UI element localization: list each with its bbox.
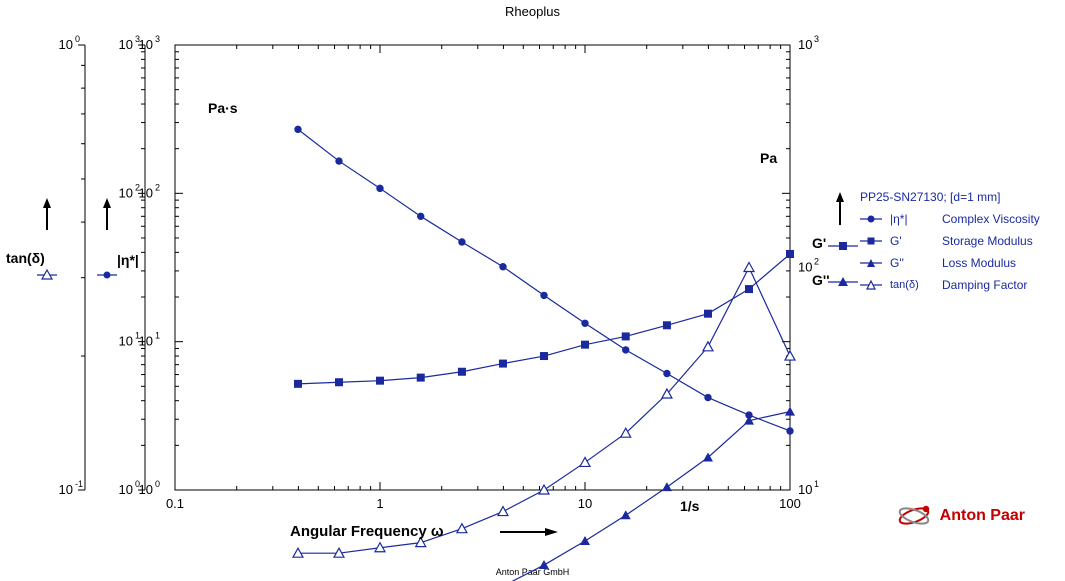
legend-marker-triangle-open-icon bbox=[860, 278, 882, 292]
svg-text:10: 10 bbox=[798, 482, 812, 497]
legend-name-g1: Storage Modulus bbox=[942, 234, 1033, 248]
axis-label-eta: |η*| bbox=[117, 252, 139, 268]
legend-name-eta: Complex Viscosity bbox=[942, 212, 1040, 226]
svg-text:3: 3 bbox=[135, 34, 140, 44]
svg-text:3: 3 bbox=[155, 34, 160, 44]
svg-text:2: 2 bbox=[814, 257, 819, 267]
svg-text:10: 10 bbox=[798, 37, 812, 52]
legend-row-g2: G'' Loss Modulus bbox=[860, 254, 1040, 272]
brand-text: Anton Paar bbox=[940, 507, 1025, 525]
axis-label-x: Angular Frequency ω bbox=[290, 523, 444, 540]
unit-pas: Pa·s bbox=[208, 100, 238, 116]
legend-marker-circle-icon bbox=[860, 212, 882, 226]
svg-text:10: 10 bbox=[119, 37, 133, 52]
legend: PP25-SN27130; [d=1 mm] |η*| Complex Visc… bbox=[860, 190, 1040, 298]
svg-text:1: 1 bbox=[814, 479, 819, 489]
legend-marker-square-icon bbox=[860, 234, 882, 248]
svg-text:100: 100 bbox=[779, 496, 801, 511]
axis-label-tan: tan(δ) bbox=[6, 250, 45, 266]
unit-pa: Pa bbox=[760, 150, 777, 166]
svg-text:2: 2 bbox=[135, 182, 140, 192]
legend-key-g2: G'' bbox=[890, 256, 934, 270]
svg-text:10: 10 bbox=[798, 260, 812, 275]
svg-text:10: 10 bbox=[59, 482, 73, 497]
axis-label-g1: G' bbox=[812, 235, 826, 251]
legend-title: PP25-SN27130; [d=1 mm] bbox=[860, 190, 1040, 204]
legend-row-eta: |η*| Complex Viscosity bbox=[860, 210, 1040, 228]
legend-row-g1: G' Storage Modulus bbox=[860, 232, 1040, 250]
svg-text:0: 0 bbox=[75, 34, 80, 44]
svg-text:3: 3 bbox=[814, 34, 819, 44]
svg-text:0: 0 bbox=[135, 479, 140, 489]
legend-key-tan: tan(δ) bbox=[890, 279, 934, 291]
legend-row-tan: tan(δ) Damping Factor bbox=[860, 276, 1040, 294]
svg-text:10: 10 bbox=[119, 334, 133, 349]
svg-text:0: 0 bbox=[155, 479, 160, 489]
legend-name-tan: Damping Factor bbox=[942, 278, 1027, 292]
legend-name-g2: Loss Modulus bbox=[942, 256, 1016, 270]
svg-text:10: 10 bbox=[119, 185, 133, 200]
svg-text:10: 10 bbox=[578, 496, 592, 511]
svg-text:10: 10 bbox=[59, 37, 73, 52]
axis-label-g2: G'' bbox=[812, 272, 830, 288]
svg-text:2: 2 bbox=[155, 182, 160, 192]
brand-logo: Anton Paar bbox=[896, 501, 1025, 531]
svg-text:0.1: 0.1 bbox=[166, 496, 184, 511]
svg-text:-1: -1 bbox=[75, 479, 83, 489]
unit-x: 1/s bbox=[680, 498, 699, 514]
svg-text:10: 10 bbox=[119, 482, 133, 497]
legend-key-g1: G' bbox=[890, 234, 934, 248]
svg-text:1: 1 bbox=[135, 331, 140, 341]
legend-marker-triangle-icon bbox=[860, 256, 882, 270]
svg-text:1: 1 bbox=[376, 496, 383, 511]
brand-icon bbox=[896, 501, 932, 531]
svg-text:1: 1 bbox=[155, 331, 160, 341]
legend-key-eta: |η*| bbox=[890, 212, 934, 226]
